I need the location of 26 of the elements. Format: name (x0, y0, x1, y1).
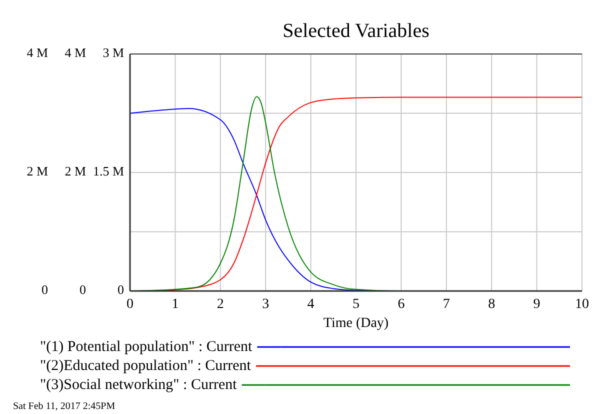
x-tick-label: 4 (307, 297, 314, 312)
x-axis-title: Time (Day) (323, 316, 389, 331)
x-tick-label: 9 (533, 297, 540, 312)
y2-tick-label: 0 (80, 282, 86, 297)
y-tick-label: 0 (42, 282, 48, 297)
x-tick-label: 6 (398, 297, 405, 312)
x-tick-label: 10 (575, 297, 589, 312)
x-tick-label: 3 (262, 297, 270, 312)
text: Sat Feb 11, 2017 2:45PM (13, 401, 116, 412)
x-tick-label: 8 (488, 297, 496, 312)
x-tick-label: 2 (216, 297, 224, 312)
legend-label: "(1) Potential population" : Current (40, 339, 254, 355)
legend-label: "(2)Educated population" : Current (40, 358, 252, 374)
y3-tick-label: 0 (118, 282, 124, 297)
x-tick-label: 0 (126, 297, 134, 312)
y3-tick-label: 3 M (102, 44, 124, 60)
y-tick-label: 2 M (26, 163, 48, 178)
x-tick-label: 5 (352, 297, 360, 312)
x-tick-label: 7 (442, 297, 450, 312)
y-tick-label: 4 M (26, 44, 48, 60)
y2-tick-label: 2 M (64, 163, 86, 178)
y3-tick-label: 1.5 M (92, 163, 124, 178)
x-tick-label: 1 (172, 297, 179, 312)
legend-label: "(3)Social networking" : Current (40, 377, 238, 393)
chart-title: Selected Variables (282, 20, 430, 42)
y2-tick-label: 4 M (64, 44, 86, 60)
